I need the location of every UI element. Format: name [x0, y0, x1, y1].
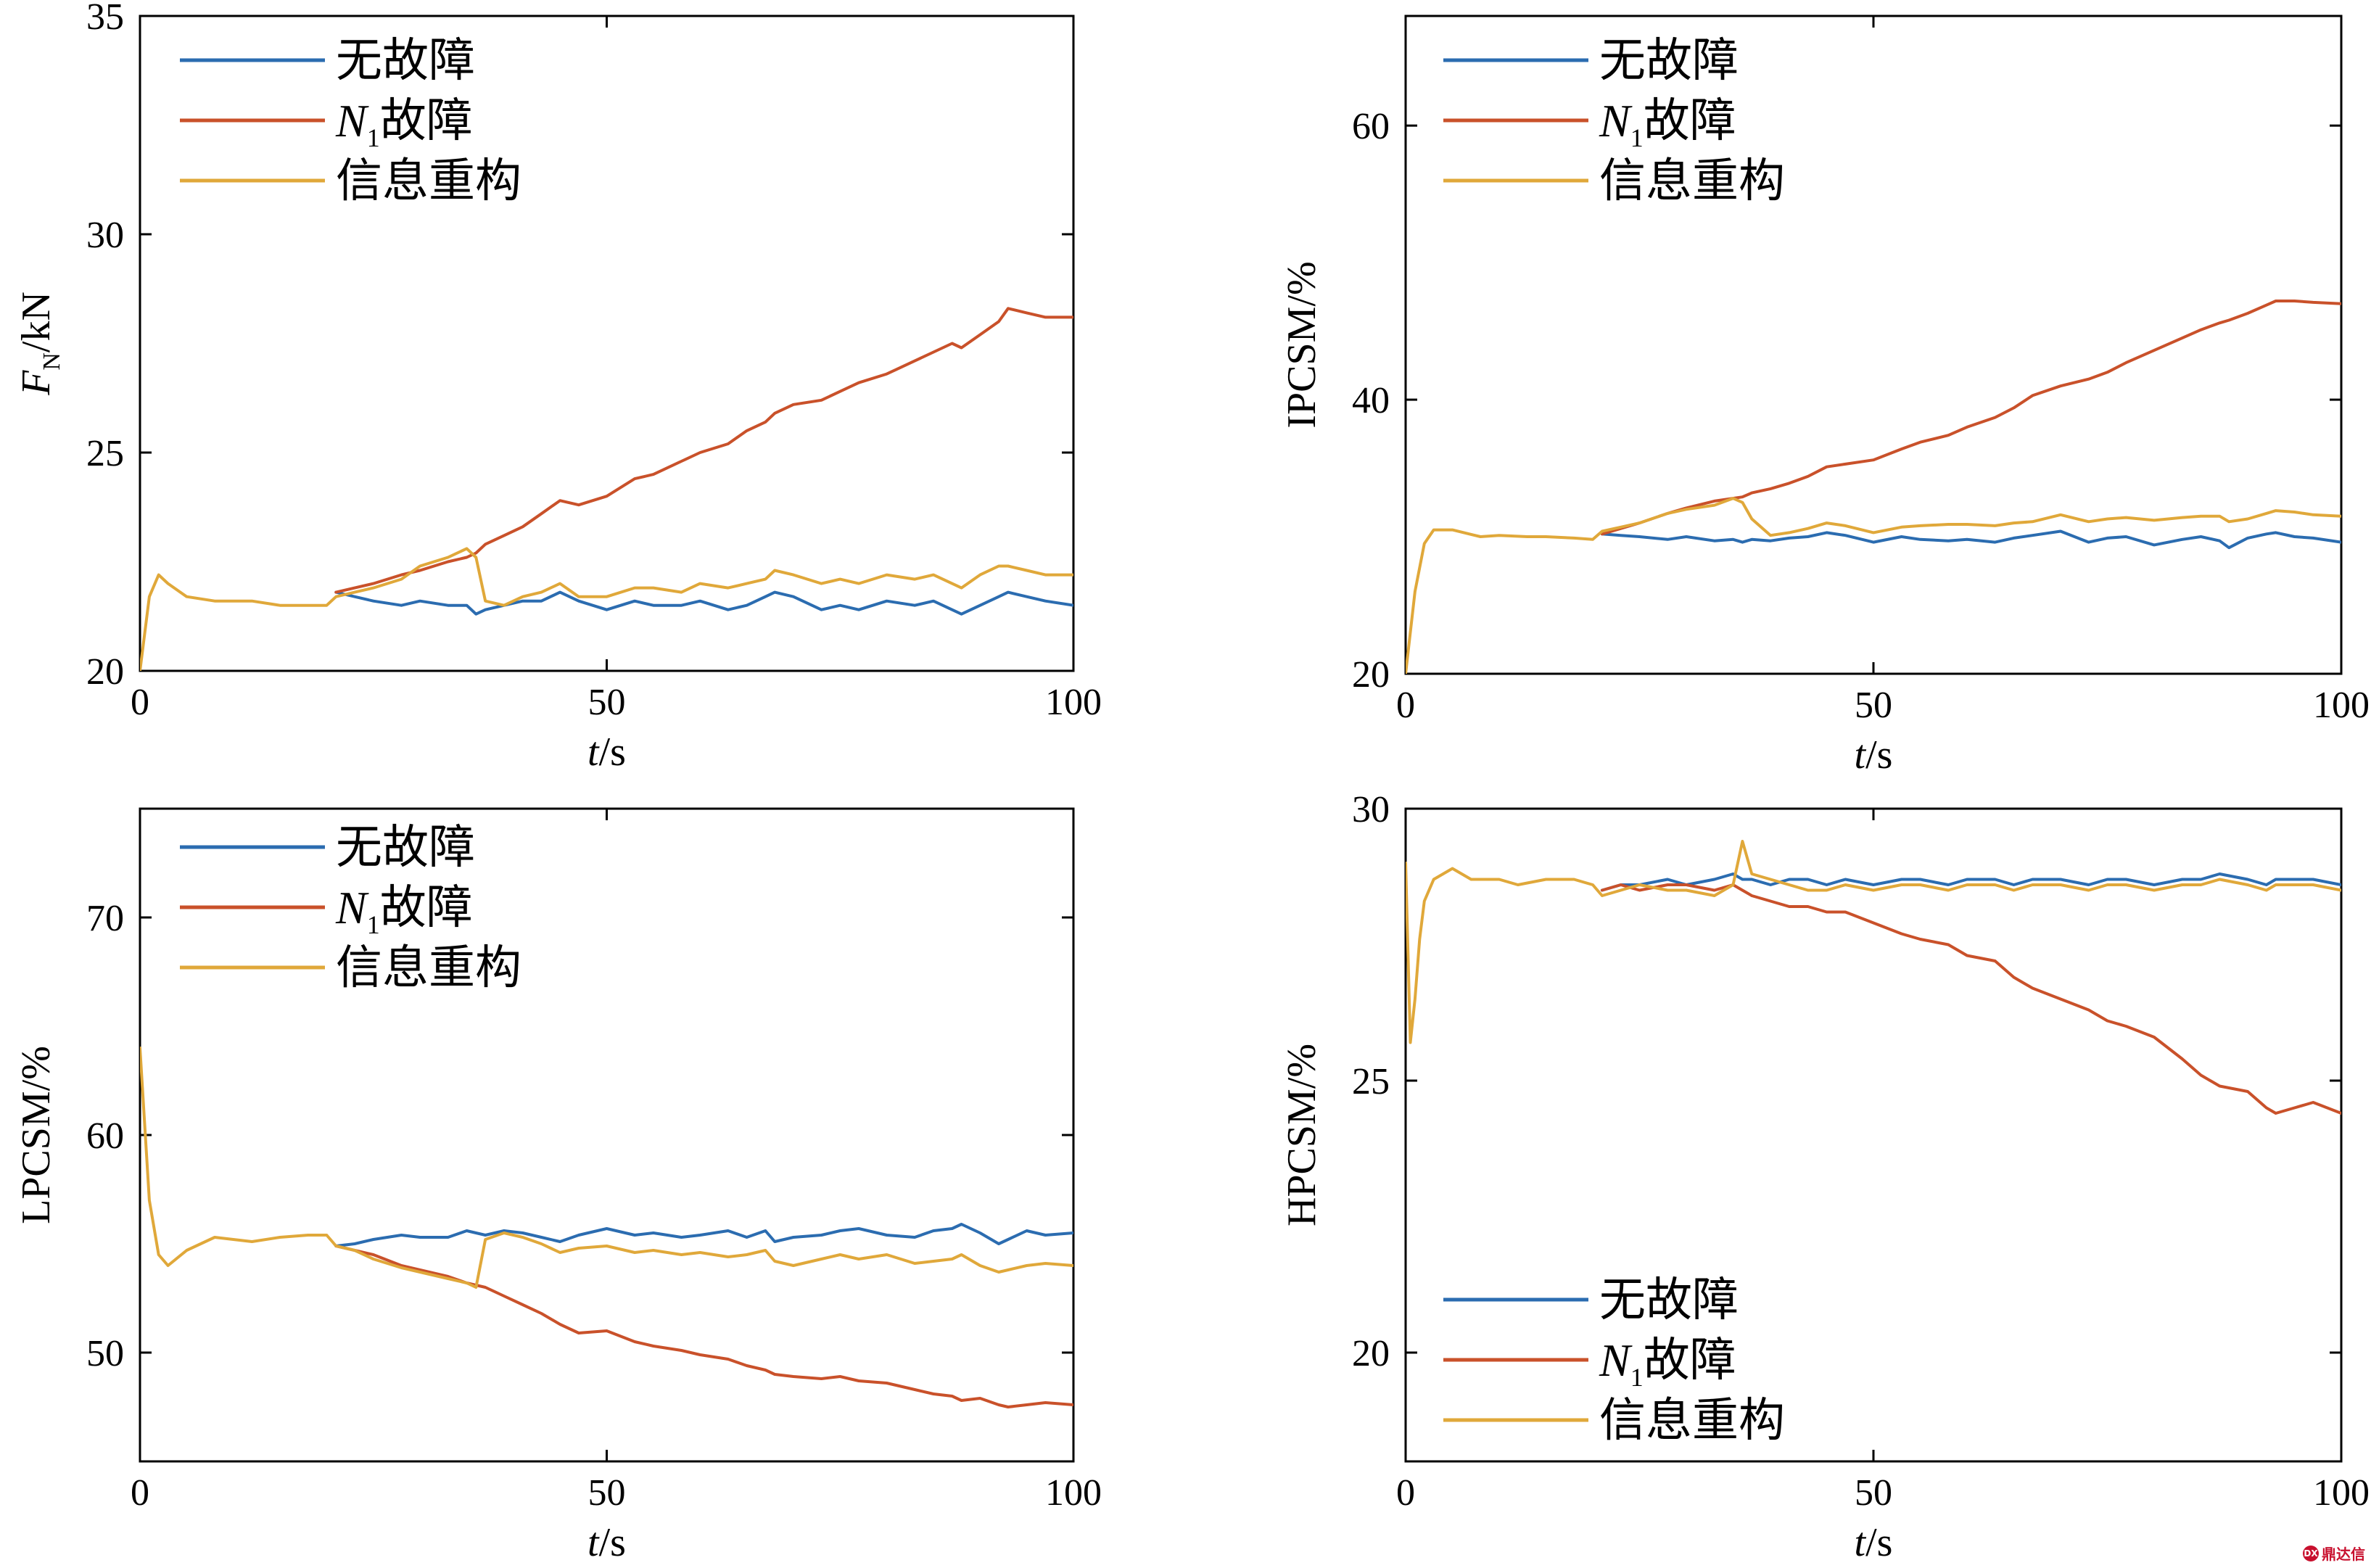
series-line-no_fault	[1600, 529, 2341, 550]
series-line-n1_fault	[1600, 883, 2341, 1115]
y-axis-text: HPCSM/%	[1279, 1044, 1324, 1226]
y-tick-label: 60	[1352, 106, 1390, 147]
y-axis-label: FN/kN	[14, 292, 65, 396]
legend-n-subscript: 1	[367, 123, 380, 152]
x-axis-symbol: t	[587, 1520, 600, 1565]
series-line-reconstruction	[140, 1047, 1073, 1289]
x-axis-unit: /s	[599, 730, 626, 775]
x-axis-unit: /s	[599, 1520, 626, 1565]
y-tick-label: 25	[1352, 1061, 1390, 1102]
watermark-badge: DX	[2303, 1545, 2319, 1561]
y-axis-text: IPCSM/%	[1279, 261, 1324, 428]
y-tick-label: 60	[86, 1115, 124, 1157]
legend-n-symbol: N	[1599, 95, 1633, 147]
legend-label-n1_fault: N1故障	[1599, 95, 1736, 152]
legend-label-reconstruction: 信息重构	[1599, 155, 1785, 207]
x-tick-label: 0	[131, 682, 149, 723]
y-tick-label: 35	[86, 0, 124, 38]
y-tick-label: 50	[86, 1333, 124, 1374]
y-axis-label: IPCSM/%	[1279, 261, 1324, 428]
y-tick-label: 30	[86, 215, 124, 256]
legend-label-no_fault: 无故障	[336, 822, 475, 873]
x-axis-label: t/s	[1855, 1520, 1893, 1565]
x-tick-label: 100	[2313, 685, 2370, 726]
x-axis-symbol: t	[1855, 733, 1867, 777]
x-axis-symbol: t	[587, 730, 600, 775]
x-tick-label: 0	[1396, 1472, 1415, 1514]
x-axis-label: t/s	[587, 1520, 626, 1565]
x-tick-label: 100	[1045, 682, 1102, 723]
legend-label-reconstruction: 信息重构	[1599, 1395, 1785, 1446]
legend-label-n1_fault: N1故障	[1599, 1334, 1736, 1392]
series-line-reconstruction	[1406, 840, 2341, 1044]
legend-n-text: 故障	[380, 882, 473, 933]
x-tick-label: 100	[2313, 1472, 2370, 1514]
x-axis-label: t/s	[1855, 733, 1893, 777]
legend-n-text: 故障	[1644, 95, 1736, 147]
series-line-n1_fault	[334, 307, 1073, 594]
y-tick-label: 30	[1352, 789, 1390, 830]
x-axis-symbol: t	[1855, 1520, 1867, 1565]
x-tick-label: 50	[1855, 685, 1892, 726]
y-axis-subscript: N	[38, 352, 65, 371]
plot-frame	[1404, 807, 2343, 1463]
y-tick-label: 20	[86, 651, 124, 693]
series-line-no_fault	[1600, 872, 2341, 892]
series-line-n1_fault	[1600, 300, 2341, 536]
y-axis-text: LPCSM/%	[14, 1046, 59, 1224]
legend-label-no_fault: 无故障	[1599, 35, 1739, 86]
x-axis-label: t/s	[587, 730, 626, 775]
series-line-no_fault	[334, 590, 1073, 616]
series-line-n1_fault	[334, 1245, 1073, 1408]
y-tick-label: 20	[1352, 1333, 1390, 1374]
legend-label-n1_fault: N1故障	[335, 882, 473, 939]
y-tick-label: 20	[1352, 654, 1390, 696]
series-line-no_fault	[334, 1223, 1073, 1247]
legend-n-symbol: N	[1599, 1334, 1633, 1386]
y-axis-label: HPCSM/%	[1279, 1044, 1324, 1226]
x-axis-unit: /s	[1865, 1520, 1892, 1565]
legend-n-symbol: N	[335, 95, 369, 147]
watermark-text: 鼎达信	[2322, 1546, 2365, 1563]
legend-n-text: 故障	[380, 95, 473, 147]
plot-frame	[139, 15, 1075, 672]
legend-n-subscript: 1	[1630, 123, 1644, 152]
x-tick-label: 50	[588, 1472, 626, 1514]
legend-label-reconstruction: 信息重构	[336, 155, 521, 207]
legend-n-text: 故障	[1644, 1334, 1736, 1386]
x-axis-unit: /s	[1865, 733, 1892, 777]
y-axis-symbol: F	[14, 370, 59, 396]
y-tick-label: 70	[86, 898, 124, 939]
legend-n-symbol: N	[335, 882, 369, 933]
series-line-reconstruction	[1406, 497, 2341, 674]
legend-label-no_fault: 无故障	[1599, 1274, 1739, 1326]
x-tick-label: 0	[1396, 685, 1415, 726]
x-tick-label: 50	[588, 682, 626, 723]
y-axis-unit: /kN	[14, 292, 59, 352]
series-line-reconstruction	[140, 547, 1073, 671]
legend-label-n1_fault: N1故障	[335, 95, 473, 152]
legend-label-reconstruction: 信息重构	[336, 942, 521, 994]
x-tick-label: 50	[1855, 1472, 1892, 1514]
y-tick-label: 40	[1352, 380, 1390, 421]
watermark: DX 鼎达信	[2303, 1543, 2365, 1564]
y-axis-label: LPCSM/%	[14, 1046, 59, 1224]
x-tick-label: 0	[131, 1472, 149, 1514]
legend-n-subscript: 1	[367, 910, 380, 939]
x-tick-label: 100	[1045, 1472, 1102, 1514]
legend-label-no_fault: 无故障	[336, 35, 475, 86]
legend-n-subscript: 1	[1630, 1363, 1644, 1392]
plot-frame	[1404, 15, 2343, 675]
y-tick-label: 25	[86, 433, 124, 474]
